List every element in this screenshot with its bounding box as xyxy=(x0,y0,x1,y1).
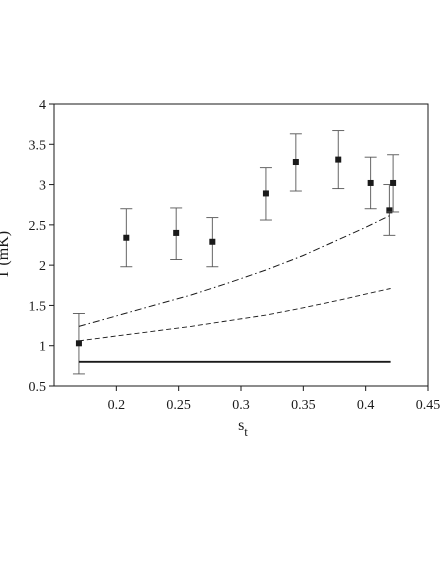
data-marker xyxy=(386,207,393,214)
x-tick-label: 0.2 xyxy=(108,398,126,413)
series-layer xyxy=(72,130,400,375)
y-axis: 0.5 1 1.5 2 2.5 3 3.5 4 xyxy=(29,98,54,395)
data-point-3 xyxy=(206,217,219,268)
data-marker xyxy=(262,190,269,197)
data-marker xyxy=(390,179,397,186)
data-marker xyxy=(123,234,130,241)
y-tick-label: 2.5 xyxy=(29,219,47,234)
data-marker xyxy=(292,159,299,166)
data-point-9 xyxy=(387,154,400,213)
x-tick-label: 0.45 xyxy=(416,398,441,413)
data-marker xyxy=(367,179,374,186)
x-tick-label: 0.25 xyxy=(166,398,191,413)
y-tick-label: 4 xyxy=(39,98,46,113)
y-tick-label: 3 xyxy=(39,179,46,194)
y-tick-label: 0.5 xyxy=(29,380,47,395)
data-point-6 xyxy=(332,130,345,190)
data-marker xyxy=(173,229,180,236)
data-point-0 xyxy=(72,313,85,375)
x-tick-label: 0.4 xyxy=(357,398,375,413)
y-tick-label: 1 xyxy=(39,340,46,355)
series-line-dashed xyxy=(78,288,391,342)
series-line-dash-dot xyxy=(78,214,391,327)
data-point-1 xyxy=(120,208,133,268)
data-marker xyxy=(335,156,342,163)
plot-area xyxy=(53,103,429,387)
y-tick-label: 1.5 xyxy=(29,299,47,314)
x-axis: 0.2 0.25 0.3 0.35 0.4 0.45 xyxy=(108,386,441,413)
data-marker xyxy=(209,238,216,245)
data-marker xyxy=(75,340,82,347)
x-tick-label: 0.3 xyxy=(232,398,250,413)
data-point-8 xyxy=(383,184,396,236)
data-point-2 xyxy=(170,207,183,260)
y-tick-label: 2 xyxy=(39,259,46,274)
y-axis-title: T (mK) xyxy=(0,231,12,279)
x-tick-label: 0.35 xyxy=(291,398,316,413)
plot-frame xyxy=(53,103,429,387)
x-axis-title: st xyxy=(238,417,248,439)
data-point-5 xyxy=(289,133,302,192)
y-tick-label: 3.5 xyxy=(29,138,47,153)
data-point-4 xyxy=(259,167,272,221)
data-point-7 xyxy=(364,156,377,210)
